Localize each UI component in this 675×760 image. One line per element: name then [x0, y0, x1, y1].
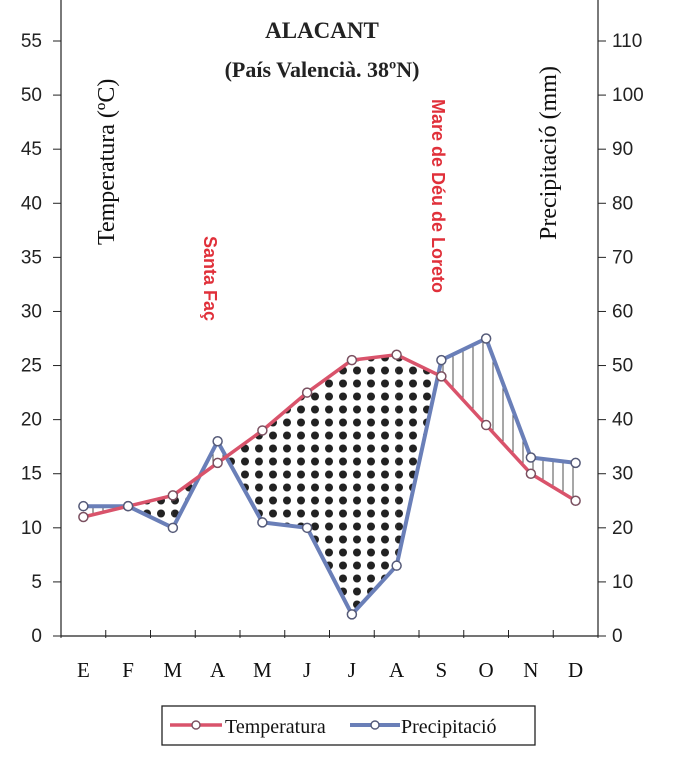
precipitation-point	[167, 522, 179, 534]
temperature-point	[257, 425, 268, 436]
month-label: M	[164, 658, 183, 682]
chart-title: ALACANT	[265, 18, 379, 43]
precipitation-point	[301, 522, 313, 534]
precipitation-point	[257, 517, 268, 528]
month-label: M	[253, 658, 272, 682]
chart-subtitle: (País Valencià. 38ºN)	[225, 57, 420, 82]
right-tick-label: 110	[612, 31, 642, 52]
temperature-point	[78, 511, 89, 523]
temperature-point	[301, 387, 313, 398]
left-tick-label: 20	[21, 410, 42, 431]
month-label: A	[210, 658, 226, 682]
left-tick-label: 55	[21, 31, 42, 52]
right-tick-label: 40	[612, 410, 633, 431]
precipitation-point	[346, 609, 358, 620]
precipitation-line	[83, 336, 576, 617]
dry-period-fill	[351, 354, 397, 615]
month-label: O	[479, 658, 494, 682]
precipitation-point	[436, 354, 447, 366]
series-lines	[82, 336, 577, 617]
temperature-line	[82, 352, 577, 519]
legend-temperature-marker	[191, 720, 201, 730]
right-tick-label: 100	[612, 85, 644, 106]
right-tick-label: 90	[612, 139, 633, 160]
right-tick-label: 20	[612, 518, 633, 539]
precipitation-point	[391, 560, 402, 571]
dry-period-fill	[226, 430, 263, 523]
right-tick-label: 50	[612, 356, 633, 377]
temperature-point	[346, 354, 358, 366]
right-tick-label: 30	[612, 464, 633, 485]
temperature-point	[525, 468, 537, 479]
right-tick-label: 70	[612, 247, 633, 268]
temperature-point	[480, 419, 492, 431]
dry-period-fill	[307, 360, 352, 615]
annotation-loreto: Mare de Déu de Loreto	[428, 99, 448, 293]
temperature-point	[212, 457, 223, 469]
month-label: F	[122, 658, 134, 682]
precipitation-point	[525, 452, 537, 463]
legend-precipitation-marker	[370, 720, 380, 730]
temperature-point	[570, 495, 581, 507]
left-tick-label: 0	[31, 626, 42, 647]
right-tick-label: 80	[612, 193, 633, 214]
precipitation-point	[212, 436, 223, 447]
right-tick-label: 10	[612, 572, 633, 593]
temperature-point	[436, 371, 447, 382]
left-tick-label: 15	[21, 464, 42, 485]
legend-precipitation-label: Precipitació	[401, 716, 497, 738]
month-label: S	[436, 658, 448, 682]
series-markers	[78, 333, 581, 620]
precipitation-point	[122, 500, 134, 512]
left-tick-label: 25	[21, 356, 42, 377]
precipitation-point	[480, 333, 492, 344]
chart-labels: 0 5 10 15 20 25 30 35 40 45 50 55 0 10 20 30 40 50 60 70 80 9…	[21, 18, 644, 746]
left-tick-label: 5	[31, 572, 42, 593]
right-tick-label: 0	[612, 626, 623, 647]
humid-period-fill	[441, 338, 487, 425]
dry-period-fill	[262, 392, 308, 528]
humid-period-fill	[530, 457, 576, 501]
left-tick-label: 50	[21, 85, 42, 106]
month-label: A	[389, 658, 405, 682]
temperature-point	[167, 490, 179, 501]
month-label: J	[303, 658, 311, 682]
precipitation-point	[78, 500, 89, 512]
month-label: D	[568, 658, 583, 682]
temperature-point	[391, 349, 402, 360]
dry-period-fill	[128, 495, 173, 528]
annotation-santa-fac: Santa Faç	[200, 236, 220, 321]
legend: Temperatura Precipitació	[161, 705, 536, 746]
legend-box	[161, 705, 536, 746]
left-tick-label: 35	[21, 247, 42, 268]
left-tick-label: 45	[21, 139, 42, 160]
month-label: E	[77, 658, 90, 682]
right-axis-title: Precipitació (mm)	[536, 66, 562, 240]
legend-temperature-label: Temperatura	[225, 716, 326, 738]
precipitation-point	[570, 457, 581, 469]
axes	[53, 0, 606, 638]
left-tick-label: 10	[21, 518, 42, 539]
left-tick-label: 30	[21, 301, 42, 322]
month-label: J	[348, 658, 356, 682]
right-tick-label: 60	[612, 301, 633, 322]
left-axis-title: Temperatura (ºC)	[94, 79, 120, 245]
left-tick-label: 40	[21, 193, 42, 214]
month-label: N	[523, 658, 538, 682]
